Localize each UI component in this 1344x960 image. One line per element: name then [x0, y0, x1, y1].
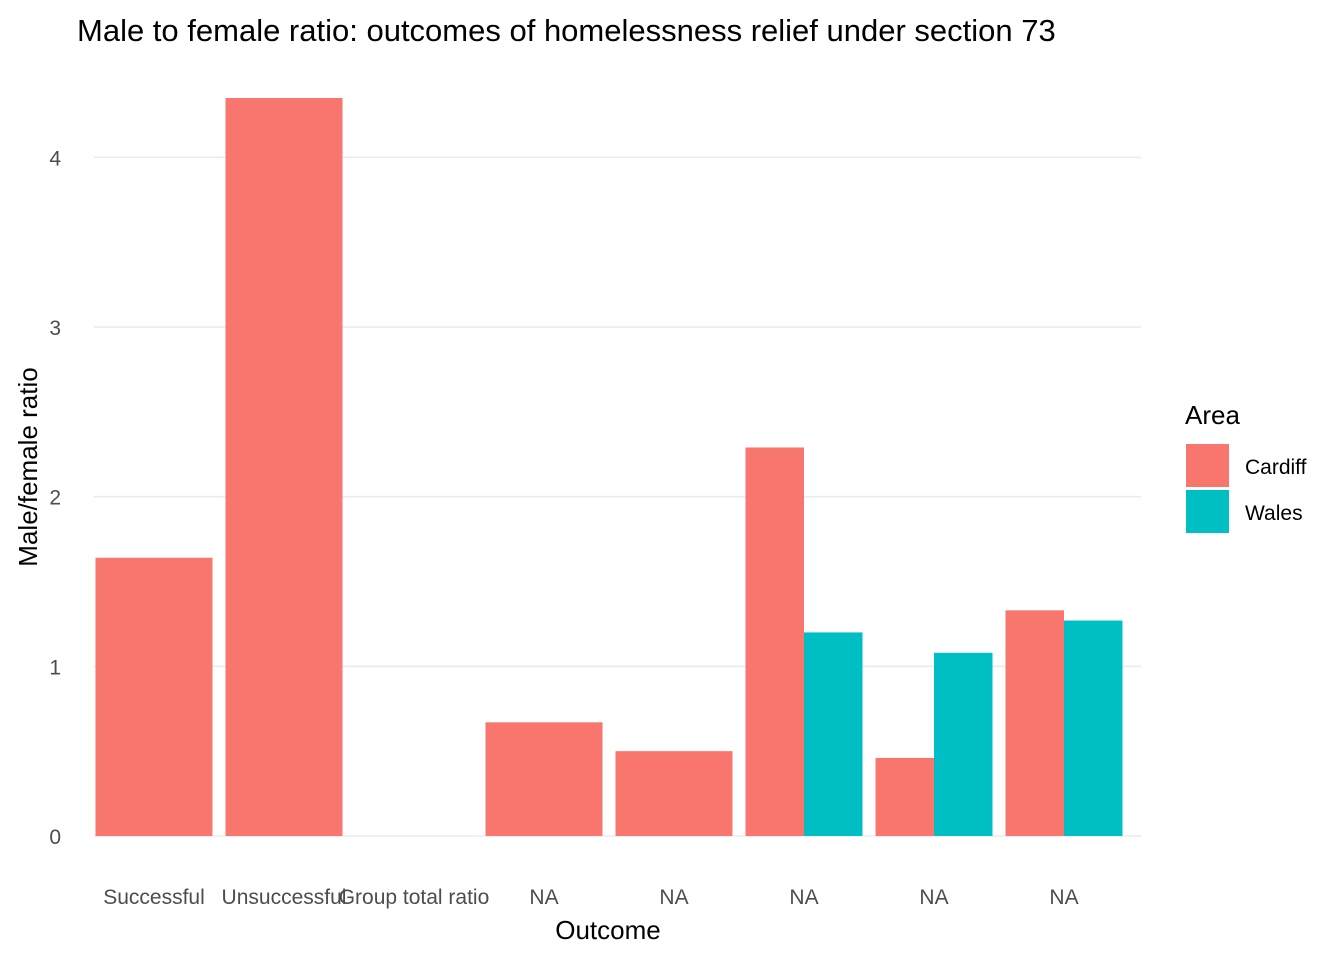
- x-axis-title: Outcome: [555, 915, 661, 945]
- legend-label-cardiff: Cardiff: [1245, 456, 1307, 479]
- y-tick-label: 3: [49, 317, 61, 340]
- x-tick-label: Group total ratio: [339, 886, 490, 909]
- chart-title: Male to female ratio: outcomes of homele…: [77, 13, 1056, 48]
- bar-cardiff-5: [745, 447, 804, 836]
- legend-key-wales: [1186, 490, 1229, 533]
- bar-cardiff-6: [875, 757, 934, 836]
- x-tick-label: Successful: [103, 886, 205, 909]
- bar-cardiff-1: [225, 98, 343, 836]
- y-axis-ticks: 0 1 2 3 4: [49, 147, 61, 849]
- x-tick-label: NA: [529, 886, 558, 909]
- y-tick-label: 2: [49, 487, 61, 510]
- x-tick-label: NA: [659, 886, 688, 909]
- bar-wales-6: [934, 652, 993, 836]
- y-tick-label: 0: [49, 826, 61, 849]
- bar-cardiff-3: [485, 722, 603, 836]
- x-tick-label: Unsuccessful: [222, 886, 347, 909]
- bar-wales-5: [804, 632, 863, 836]
- bar-cardiff-0: [95, 557, 213, 836]
- bar-cardiff-4: [615, 751, 733, 836]
- x-tick-label: NA: [1049, 886, 1078, 909]
- x-tick-label: NA: [919, 886, 948, 909]
- legend-key-cardiff: [1186, 444, 1229, 487]
- bar-wales-7: [1064, 620, 1123, 836]
- x-tick-label: NA: [789, 886, 818, 909]
- y-tick-label: 1: [49, 656, 61, 679]
- legend-label-wales: Wales: [1245, 502, 1303, 525]
- legend: Area Cardiff Wales: [1185, 400, 1307, 533]
- y-tick-label: 4: [49, 147, 61, 170]
- bars: [95, 98, 1123, 836]
- legend-title: Area: [1185, 400, 1240, 430]
- y-axis-title: Male/female ratio: [13, 367, 43, 566]
- bar-cardiff-7: [1005, 610, 1064, 836]
